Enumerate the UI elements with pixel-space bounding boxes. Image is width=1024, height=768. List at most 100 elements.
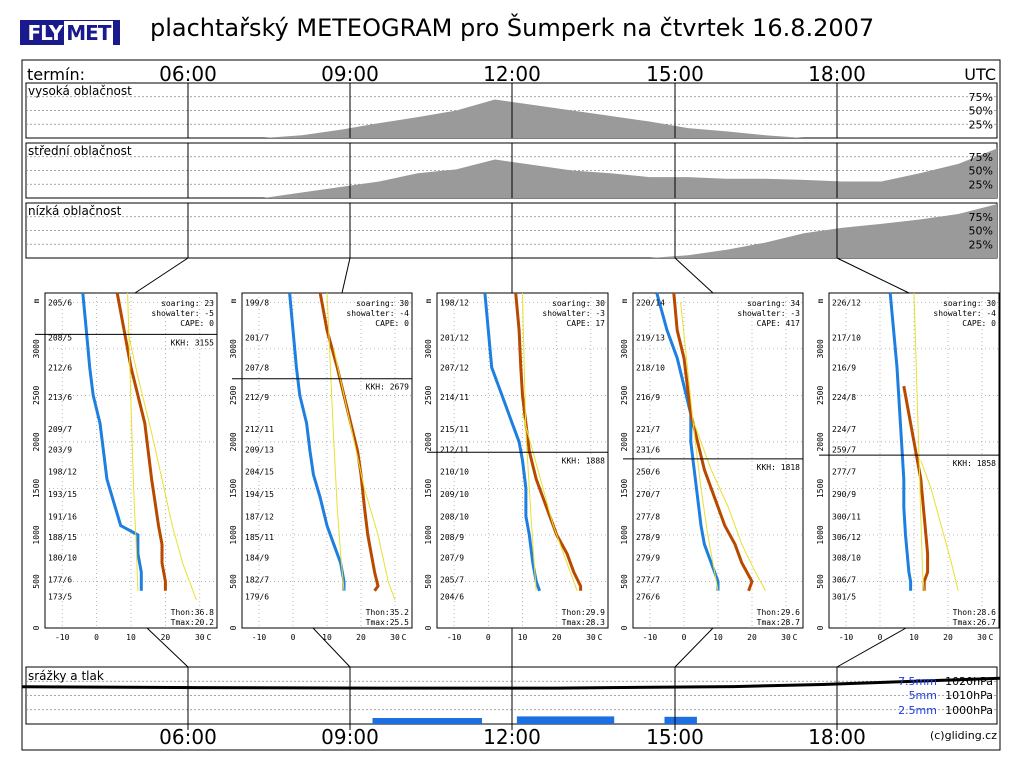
sounding-x-unit: C (207, 633, 212, 642)
sounding-x-unit: C (989, 633, 994, 642)
wind-label: 301/5 (832, 592, 856, 601)
sounding-y-tick: 500 (32, 574, 41, 589)
page-title: plachtařský METEOGRAM pro Šumperk na čtv… (150, 14, 875, 42)
sounding-x-tick: 30 (977, 633, 987, 642)
connector-bottom (312, 627, 351, 668)
sounding-y-tick: 2000 (816, 432, 825, 451)
flymet-logo: FLY MET (20, 20, 120, 45)
cape-value: CAPE: 0 (180, 319, 214, 328)
wind-label: 290/9 (832, 490, 856, 499)
sounding-line-parcel-moist (522, 292, 537, 591)
sounding-x-tick: 0 (94, 633, 99, 642)
time-axis-label: termín: (27, 65, 85, 84)
sounding-x-tick: 20 (356, 633, 366, 642)
wind-label: 231/6 (636, 445, 660, 454)
sounding-panel-5: 500 1000 1500 2000 2500 3000 m 0 -10 0 10 20 30 C KKH:… (816, 292, 1000, 642)
sounding-line-parcel-dry (127, 330, 197, 601)
wind-label: 199/8 (245, 298, 269, 307)
time-tick-top-0600: 06:00 (159, 62, 217, 86)
cloud-panel-2: střední oblačnost 75%50%25% (25, 142, 998, 199)
precip-scale-label: 2.5mm (898, 704, 937, 717)
wind-label: 308/10 (832, 553, 861, 562)
wind-label: 207/9 (440, 553, 464, 562)
cloud-area (186, 99, 997, 138)
precip-bar (664, 716, 697, 724)
wind-label: 221/7 (636, 425, 660, 434)
cloud-y-tick: 25% (969, 238, 993, 251)
wind-label: 198/12 (440, 298, 469, 307)
sounding-y-tick: 2500 (32, 386, 41, 405)
sounding-line-dewpoint (81, 292, 143, 591)
wind-label: 300/11 (832, 512, 861, 521)
wind-label: 210/10 (440, 468, 469, 477)
precip-scale-label: 7.5mm (898, 675, 937, 688)
sounding-x-tick: 20 (943, 633, 953, 642)
sounding-y-tick: 3000 (32, 339, 41, 358)
sounding-y-tick: 1500 (424, 479, 433, 498)
wind-label: 277/7 (636, 576, 660, 585)
sounding-y-unit: m (229, 298, 238, 303)
wind-label: 204/15 (245, 468, 274, 477)
logo-text-fly: FLY (27, 20, 64, 45)
soaring-value: soaring: 23 (161, 299, 214, 308)
cloud-y-tick: 75% (969, 151, 993, 164)
sounding-x-tick: -10 (643, 633, 658, 642)
wind-label: 209/10 (440, 490, 469, 499)
sounding-x-tick: -10 (55, 633, 70, 642)
wind-label: 219/13 (636, 334, 665, 343)
wind-label: 187/12 (245, 512, 274, 521)
sounding-x-tick: 20 (552, 633, 562, 642)
wind-label: 207/12 (440, 363, 469, 372)
tmax-value: Tmax:25.5 (366, 618, 410, 627)
tmax-value: Tmax:28.3 (562, 618, 606, 627)
sounding-y-unit: m (816, 298, 825, 303)
wind-label: 201/12 (440, 334, 469, 343)
wind-label: 203/9 (48, 445, 72, 454)
wind-label: 204/6 (440, 592, 464, 601)
cape-value: CAPE: 0 (962, 319, 996, 328)
sounding-x-tick: 30 (390, 633, 400, 642)
sounding-y-tick: 2000 (229, 432, 238, 451)
wind-label: 218/10 (636, 363, 665, 372)
sounding-panel-3: 500 1000 1500 2000 2500 3000 m 0 -10 0 10 20 30 C KKH:… (424, 292, 609, 642)
wind-label: 177/6 (48, 576, 72, 585)
wind-label: 270/7 (636, 490, 660, 499)
cloud-panels: vysoká oblačnost 75%50%25%střední oblačno… (25, 82, 998, 259)
sounding-y-tick: 3000 (816, 339, 825, 358)
wind-label: 194/15 (245, 490, 274, 499)
sounding-line-parcel-dry (693, 423, 767, 592)
thon-value: Thon:36.8 (171, 608, 215, 617)
sounding-x-unit: C (402, 633, 407, 642)
sounding-y-zero: 0 (229, 625, 238, 630)
sounding-line-dewpoint (483, 292, 542, 592)
time-tick-bottom-0900: 09:00 (321, 725, 379, 749)
precip-bar (372, 718, 483, 724)
cloud-y-tick: 25% (969, 178, 993, 191)
connector-top (836, 257, 910, 294)
kkh-label: KKH: 1888 (562, 456, 606, 465)
time-tick-bottom-1200: 12:00 (483, 725, 541, 749)
wind-label: 205/6 (48, 298, 72, 307)
wind-label: 180/10 (48, 553, 77, 562)
cape-value: CAPE: 417 (757, 319, 801, 328)
kkh-label: KKH: 1818 (757, 463, 801, 472)
cape-value: CAPE: 0 (375, 319, 409, 328)
wind-label: 201/7 (245, 334, 269, 343)
wind-label: 208/5 (48, 334, 72, 343)
sounding-line-parcel-moist (127, 292, 139, 591)
soaring-value: soaring: 30 (552, 299, 605, 308)
thon-value: Thon:29.9 (562, 608, 606, 617)
soaring-value: soaring: 30 (356, 299, 409, 308)
tmax-value: Tmax:26.7 (953, 618, 997, 627)
wind-label: 217/10 (832, 334, 861, 343)
connector-lines (134, 257, 910, 668)
sounding-y-tick: 1000 (816, 525, 825, 544)
time-axis-unit: UTC (964, 65, 996, 84)
precip-panel-title: srážky a tlak (28, 669, 104, 683)
wind-label: 250/6 (636, 468, 660, 477)
sounding-y-unit: m (32, 298, 41, 303)
sounding-x-tick: 10 (322, 633, 332, 642)
wind-label: 226/12 (832, 298, 861, 307)
connector-bottom (836, 627, 907, 668)
sounding-y-tick: 3000 (229, 339, 238, 358)
